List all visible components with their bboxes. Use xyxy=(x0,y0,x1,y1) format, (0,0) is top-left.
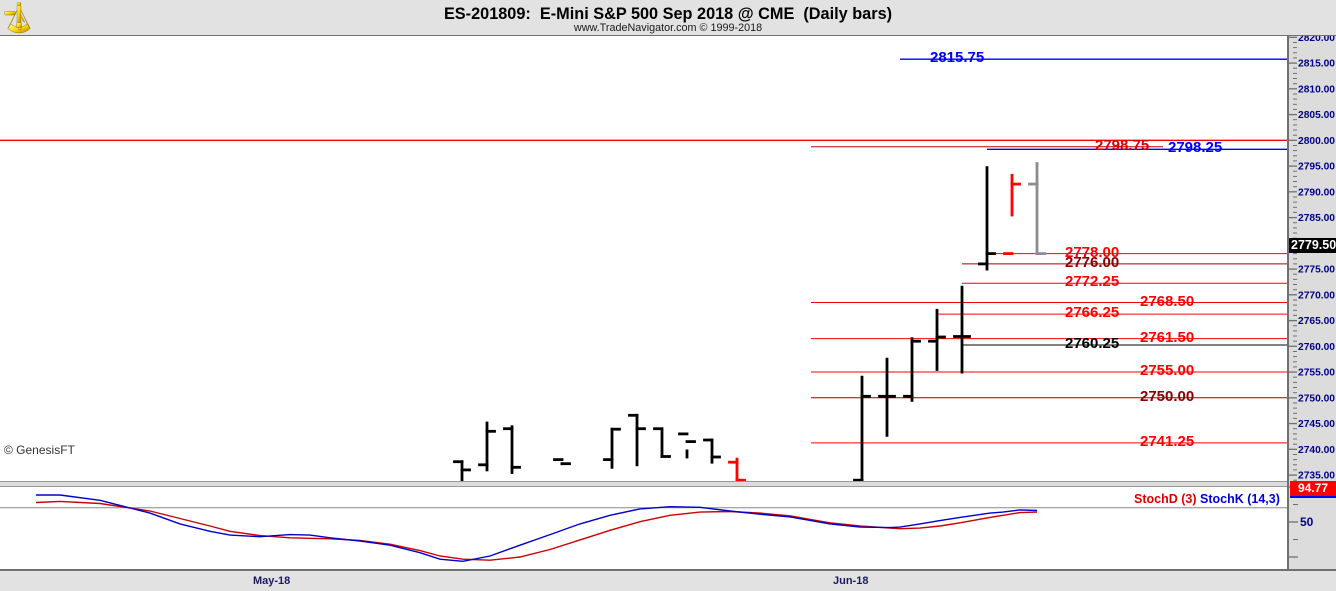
svg-text:2785.00: 2785.00 xyxy=(1298,213,1335,224)
svg-text:50: 50 xyxy=(1300,515,1314,529)
svg-text:2810.00: 2810.00 xyxy=(1298,84,1335,95)
svg-text:2790.00: 2790.00 xyxy=(1298,187,1335,198)
svg-text:2795.00: 2795.00 xyxy=(1298,162,1335,173)
svg-text:2735.00: 2735.00 xyxy=(1298,471,1335,481)
svg-text:2765.00: 2765.00 xyxy=(1298,316,1335,327)
svg-text:2805.00: 2805.00 xyxy=(1298,110,1335,121)
svg-text:2775.00: 2775.00 xyxy=(1298,265,1335,276)
svg-text:2750.00: 2750.00 xyxy=(1298,393,1335,404)
svg-text:2815.00: 2815.00 xyxy=(1298,59,1335,70)
svg-text:2760.00: 2760.00 xyxy=(1298,342,1335,353)
svg-text:2770.00: 2770.00 xyxy=(1298,290,1335,301)
svg-text:2745.00: 2745.00 xyxy=(1298,419,1335,430)
svg-text:2740.00: 2740.00 xyxy=(1298,445,1335,456)
svg-text:2755.00: 2755.00 xyxy=(1298,368,1335,379)
svg-text:2800.00: 2800.00 xyxy=(1298,136,1335,147)
svg-text:2820.00: 2820.00 xyxy=(1298,36,1335,44)
